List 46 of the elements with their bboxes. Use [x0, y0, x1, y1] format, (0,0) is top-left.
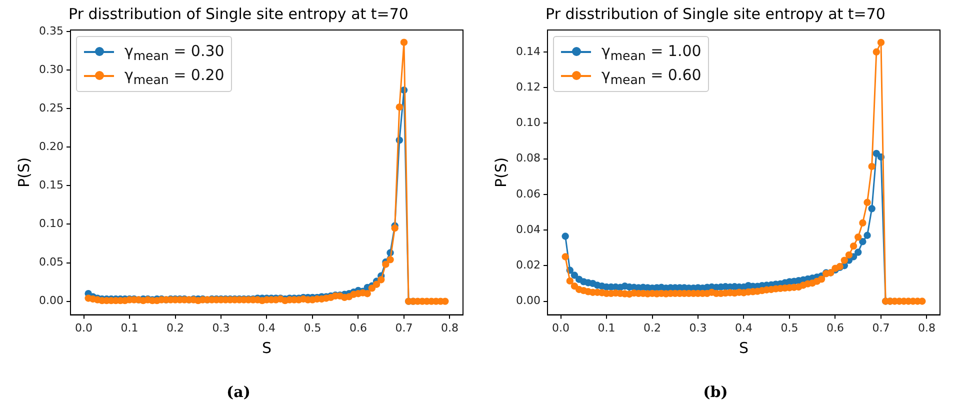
y-tick-label: 0.10: [516, 116, 540, 130]
y-axis-title: P(S): [14, 157, 33, 188]
y-tick-label: 0.25: [38, 101, 64, 114]
x-tick-label: 0.7: [872, 321, 890, 334]
y-tick-label: 0.06: [516, 187, 540, 200]
x-tick-label: 0.2: [644, 321, 661, 334]
x-tick-label: 0.2: [166, 321, 184, 334]
chart-title: Pr disstribution of Single site entropy at t=70: [546, 4, 886, 23]
x-tick-label: 0.3: [212, 321, 230, 334]
x-tick-label: 0.7: [395, 321, 413, 334]
y-tick-label: 0.35: [38, 24, 64, 38]
x-tick-label: 0.5: [780, 321, 798, 334]
y-tick-label: 0.00: [38, 294, 64, 308]
legend-label: γ$_{mean}$ = 0.60: [601, 66, 702, 86]
x-tick-label: 0.8: [918, 321, 936, 334]
y-tick-label: 0.15: [38, 178, 64, 192]
x-tick-label: 0.0: [552, 321, 570, 334]
x-tick-label: 0.6: [349, 321, 367, 334]
y-tick-label: 0.02: [516, 258, 540, 272]
y-axis-title: P(S): [492, 157, 510, 188]
y-tick-label: 0.30: [38, 62, 64, 76]
y-tick-label: 0.10: [38, 217, 64, 230]
x-axis-title: S: [262, 338, 272, 357]
y-tick-label: 0.20: [38, 140, 64, 154]
x-tick-label: 0.5: [304, 321, 322, 334]
x-tick-label: 0.0: [75, 321, 93, 334]
y-tick-label: 0.08: [516, 152, 540, 165]
text: (a): [226, 383, 252, 401]
legend-label: γ$_{mean}$ = 1.00: [601, 42, 702, 62]
chart-title: Pr disstribution of Single site entropy at t=70: [68, 4, 408, 23]
y-tick-label: 0.00: [516, 294, 540, 308]
x-tick-label: 0.4: [734, 321, 752, 334]
y-tick-label: 0.12: [516, 80, 540, 94]
x-tick-label: 0.1: [120, 321, 138, 334]
x-tick-label: 0.4: [258, 321, 276, 334]
y-tick-label: 0.04: [516, 222, 540, 236]
x-tick-label: 0.1: [598, 321, 616, 334]
text: (b): [702, 383, 729, 401]
legend-label: γ$_{mean}$ = 0.20: [124, 66, 224, 86]
x-tick-label: 0.3: [689, 321, 707, 334]
x-axis-title: S: [738, 338, 749, 357]
x-tick-label: 0.8: [440, 321, 458, 334]
y-tick-label: 0.05: [38, 256, 64, 269]
x-tick-label: 0.6: [826, 321, 844, 334]
y-tick-label: 0.14: [516, 44, 540, 58]
legend-label: γ$_{mean}$ = 0.30: [124, 42, 224, 62]
